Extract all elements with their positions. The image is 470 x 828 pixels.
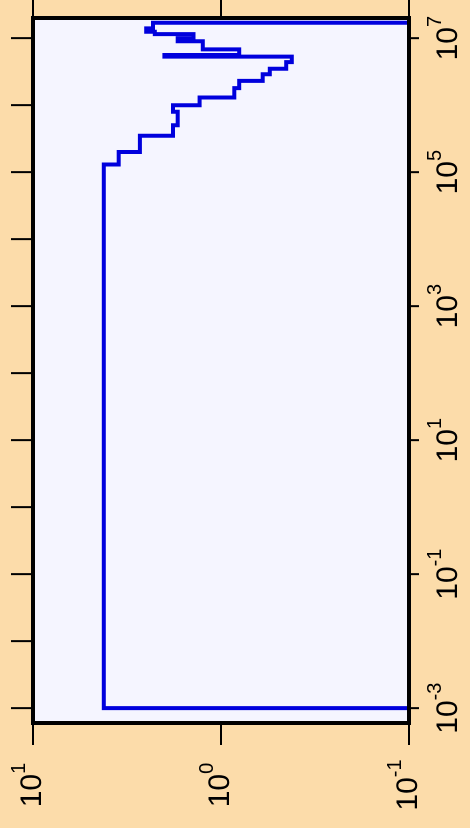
plot-frame: [31, 16, 411, 725]
svg-text:10-1: 10-1: [384, 759, 424, 810]
x-tick-label: 10-3: [424, 683, 464, 734]
svg-text:10-1: 10-1: [424, 549, 464, 600]
svg-text:100: 100: [196, 763, 236, 808]
series-layer: [101, 20, 409, 711]
x-tick-label: 10-1: [424, 549, 464, 600]
y-tick-label: 100: [196, 763, 236, 808]
y-tick-label: 10-1: [384, 759, 424, 810]
svg-text:105: 105: [424, 150, 464, 195]
x-tick-label: 105: [424, 150, 464, 195]
svg-text:103: 103: [424, 284, 464, 329]
plot-area: [33, 18, 409, 723]
svg-text:101: 101: [424, 418, 464, 463]
axis-ticks: [11, 0, 419, 745]
x-tick-label: 101: [424, 418, 464, 463]
y-tick-label: 101: [8, 763, 48, 808]
svg-text:107: 107: [424, 16, 464, 61]
svg-text:101: 101: [8, 763, 48, 808]
x-tick-label: 103: [424, 284, 464, 329]
series-line: [101, 20, 409, 711]
x-tick-label: 107: [424, 16, 464, 61]
svg-text:10-3: 10-3: [424, 683, 464, 734]
